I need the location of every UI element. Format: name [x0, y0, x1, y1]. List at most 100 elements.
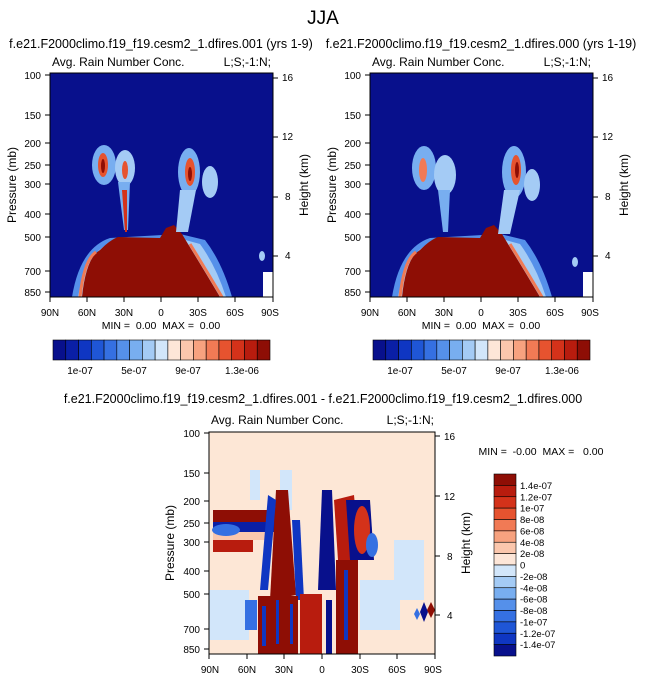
rain-core-edge [398, 250, 417, 297]
y-right-tick-label: 16 [282, 73, 294, 84]
rain-core [82, 225, 220, 297]
positive-20s [354, 506, 370, 554]
colorbar-label: 5e-07 [441, 366, 467, 377]
lower-positive [300, 594, 322, 654]
x-axis: 90N 60N 30N 0 30S 60S 90S [41, 297, 279, 319]
upper-feature-30n-center [101, 159, 105, 173]
y-tick-label: 300 [183, 538, 200, 549]
colorbar-label: -1.4e-07 [520, 640, 555, 651]
x-tick-label: 0 [158, 308, 164, 319]
positive-band [213, 510, 275, 524]
colorbar-swatch [493, 587, 517, 600]
colorbar-swatch [65, 339, 79, 361]
y-tick-label: 150 [344, 111, 361, 122]
colorbar-swatch [193, 339, 207, 361]
southern-dipole [414, 608, 420, 620]
y-right-tick-label: 4 [605, 251, 611, 262]
x-tick-label: 90S [261, 308, 279, 319]
y-tick-label: 700 [183, 625, 200, 636]
y-right-tick-label: 8 [285, 192, 291, 203]
colorbar-swatch [493, 598, 517, 611]
colorbar-label: -4e-08 [520, 583, 547, 594]
rain-core-edge-right [508, 243, 544, 297]
y-right-tick-label: 12 [602, 132, 614, 143]
y-axis-right: 16 12 8 4 Height (km) [593, 73, 631, 262]
colorbar-swatch [513, 339, 527, 361]
y-tick-label: 200 [183, 497, 200, 508]
x-tick-label: 90N [361, 308, 379, 319]
heatmap-field [50, 73, 273, 297]
colorbar-swatch [551, 339, 565, 361]
colorbar-label: -1.2e-07 [520, 629, 555, 640]
x-tick-label: 60N [238, 665, 256, 676]
variable-title: Avg. Rain Number Conc. [211, 413, 344, 427]
colorbar-swatch [493, 564, 517, 577]
plume-15s [176, 190, 196, 232]
y-right-tick-label: 4 [447, 611, 453, 622]
x-tick-label: 30S [509, 308, 527, 319]
negative-patch [250, 470, 260, 500]
x-tick-label: 30S [351, 665, 369, 676]
x-tick-label: 90N [41, 308, 59, 319]
x-tick-label: 30N [435, 308, 453, 319]
colorbar-swatch [231, 339, 245, 361]
panel-top-left: f.e21.F2000climo.f19_f19.cesm2_1.dfires.… [5, 37, 313, 377]
units-title: L;S;-1:N; [224, 55, 271, 69]
x-tick-label: 90N [201, 665, 219, 676]
stats-label: MIN = 0.00 MAX = 0.00 [102, 320, 221, 332]
colorbar-swatch [129, 339, 143, 361]
y-right-tick-label: 12 [444, 492, 456, 503]
colorbar-swatch [564, 339, 578, 361]
x-tick-label: 30N [275, 665, 293, 676]
colorbar-swatch [525, 339, 540, 361]
colorbar-label: 4e-08 [520, 538, 544, 549]
y-tick-label: 500 [183, 590, 200, 601]
plume-30n [270, 490, 296, 600]
run-title: f.e21.F2000climo.f19_f19.cesm2_1.dfires.… [326, 37, 637, 51]
x-tick-label: 30N [115, 308, 133, 319]
colorbar-label: 1.2e-07 [520, 492, 552, 503]
colorbar-swatch [90, 339, 105, 361]
negative-patch [209, 590, 249, 640]
colorbar-label: 2e-08 [520, 549, 544, 560]
y-axis-left: 100 150 200 250 300 400 500 700 850 Pres… [163, 429, 209, 656]
colorbar-swatch [493, 644, 517, 657]
upper-feature-20n [434, 155, 456, 195]
run-title: f.e21.F2000climo.f19_f19.cesm2_1.dfires.… [9, 37, 313, 51]
heatmap-field [370, 73, 593, 297]
y-right-tick-label: 8 [447, 552, 453, 563]
colorbar-swatch [256, 339, 271, 361]
colorbar-label: 1e-07 [387, 366, 413, 377]
southern-dipole [420, 602, 428, 622]
colorbar-label: 0 [520, 561, 525, 572]
upper-feature-15s-center [515, 162, 519, 178]
upper-feature-35s [524, 169, 540, 201]
lower-negative [290, 604, 293, 644]
upper-feature-20n-core [122, 161, 128, 179]
negative-band [213, 522, 275, 532]
panel-difference: f.e21.F2000climo.f19_f19.cesm2_1.dfires.… [64, 392, 604, 676]
colorbar-label: -6e-08 [520, 595, 547, 606]
colorbar-swatch [244, 339, 258, 361]
y-tick-label: 400 [344, 210, 361, 221]
rain-core-edge-right [188, 243, 224, 297]
x-tick-label: 0 [319, 665, 325, 676]
y-tick-label: 400 [183, 567, 200, 578]
colorbar-swatch [423, 339, 438, 361]
x-tick-label: 60S [388, 665, 406, 676]
colorbar-swatch [493, 496, 517, 509]
colorbar-swatch [576, 339, 591, 361]
colorbar-label: 8e-08 [520, 515, 544, 526]
x-tick-label: 0 [478, 308, 484, 319]
colorbar-swatch [493, 553, 517, 566]
lower-negative-band [245, 600, 257, 630]
colorbar [372, 339, 591, 361]
plume-30n-edge [260, 495, 276, 590]
x-tick-label: 60N [78, 308, 96, 319]
y-axis-label: Pressure (mb) [163, 505, 177, 581]
colorbar: 1.4e-071.2e-071e-078e-086e-084e-082e-080… [493, 473, 555, 657]
colorbar-label: 1e-07 [520, 504, 544, 515]
page-title: JJA [307, 8, 339, 29]
y-axis-left: 100 150 200 250 300 400 500 700 850 Pres… [325, 71, 370, 299]
stats-label: MIN = -0.00 MAX = 0.00 [479, 446, 604, 458]
